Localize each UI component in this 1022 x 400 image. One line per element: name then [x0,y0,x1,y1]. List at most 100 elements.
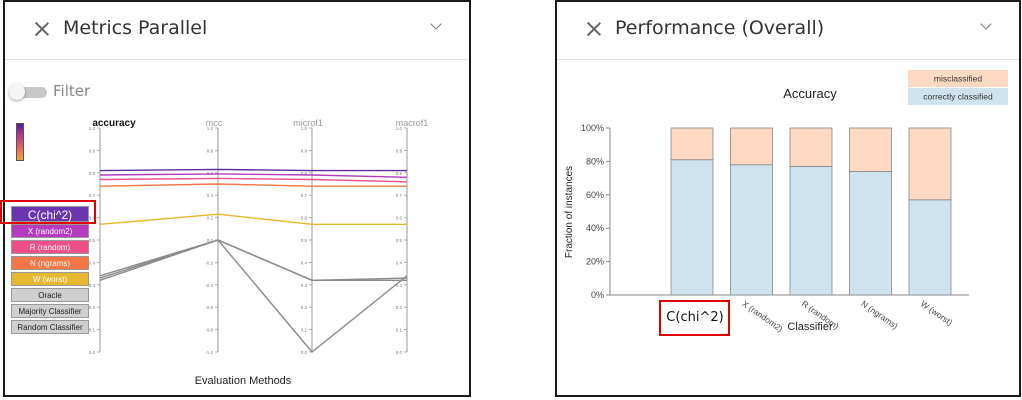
axis-tick-label: 0.0 [89,350,96,355]
x-axis-label: Classifier [787,321,833,333]
axis-tick-label: 0.1 [89,328,96,333]
x-tick-label: N (ngrams) [859,298,900,331]
filter-toggle[interactable] [9,84,47,100]
performance-overall-panel: Performance (Overall) Accuracy misclassif… [555,0,1021,397]
y-tick-label: 40% [586,223,604,233]
axis-tick-label: 1.0 [89,126,96,131]
axis-tick-label: 0.2 [207,216,214,221]
legend-label: correctly classified [923,92,993,102]
bar-segment[interactable] [789,166,833,296]
legend-label: misclassified [934,74,982,84]
axis-tick-label: -0.2 [205,260,213,265]
axis-tick-label: 0.6 [301,216,308,221]
panel-header: Performance (Overall) [557,2,1019,60]
y-tick-label: 80% [586,156,604,166]
x-tick-label: W (worst) [919,298,955,327]
y-tick-label: 100% [581,123,604,133]
legend-item[interactable]: Random Classifier [11,320,89,334]
legend-item[interactable]: C(chi^2) [11,206,89,222]
bar-segment[interactable] [908,127,952,201]
axis-tick-label: 0.6 [89,216,96,221]
accuracy-bar-chart: Accuracy misclassified correctly classifie… [564,70,1008,334]
axis-tick-label: 0.1 [396,328,403,333]
legend-item[interactable]: Majority Classifier [11,304,89,318]
axis-tick-label: 0.4 [207,193,214,198]
metrics-parallel-panel: Metrics Parallel Filter accuracy 1.0 0.9 0.… [3,0,471,397]
series-line[interactable] [99,239,407,281]
legend-swatch [908,70,1008,87]
bar-segment[interactable] [849,127,892,172]
axis-tick-label: -1.0 [205,350,213,355]
axis-label[interactable]: mcc [206,118,223,128]
axis-tick-label: 0.9 [89,148,96,153]
axis-label[interactable]: macrof1 [396,118,429,128]
series-line[interactable] [99,239,408,282]
legend-item[interactable]: R (random) [11,240,89,254]
parallel-coordinates-chart: accuracy1.00.90.80.70.60.50.40.30.20.10.… [89,118,429,387]
classifier-legend: C(chi^2) X (random2) R (random) N (ngrams) W… [11,206,89,336]
y-tick-label: 60% [586,190,604,200]
axis-tick-label: -0.6 [205,305,213,310]
axis-tick-label: 0.8 [396,171,403,176]
axis-tick-label: 0.1 [301,328,308,333]
y-axis-label: Fraction of instances [564,166,575,258]
axis-tick-label: 1.0 [207,126,214,131]
panel-title: Metrics Parallel [63,17,208,39]
bar-segment[interactable] [730,164,773,296]
axis-tick-label: 0.7 [396,193,403,198]
x-tick-label: X (random2) [740,298,785,333]
axis-tick-label: 0.6 [396,216,403,221]
bar-segment[interactable] [789,127,833,167]
axis-tick-label: -0.4 [205,283,213,288]
series-line[interactable] [99,177,408,183]
axis-tick-label: 0.5 [396,238,403,243]
series-line[interactable] [99,183,407,187]
panel-header: Metrics Parallel [5,2,469,60]
bar-segment[interactable] [908,199,952,296]
legend-item[interactable]: X (random2) [11,224,89,238]
axis-tick-label: 0.5 [301,238,308,243]
axis-tick-label: 0.3 [301,283,308,288]
axis-tick-label: 0.7 [89,193,96,198]
axis-tick-label: 0.8 [301,171,308,176]
axis-tick-label: 0.8 [207,148,214,153]
y-tick-label: 0% [591,290,604,300]
axis-tick-label: 0.9 [396,148,403,153]
axis-tick-label: 0.2 [89,305,96,310]
bar-segment[interactable] [670,127,714,161]
legend-item[interactable]: W (worst) [11,272,89,286]
panel-title: Performance (Overall) [615,17,825,39]
axis-tick-label: 0.4 [89,260,96,265]
series-line[interactable] [99,173,408,178]
axis-label[interactable]: microf1 [293,118,323,128]
series-line[interactable] [99,168,407,172]
toggle-track [13,87,47,98]
axis-tick-label: 0.0 [301,350,308,355]
legend-item[interactable]: N (ngrams) [11,256,89,270]
axis-tick-label: 0.9 [301,148,308,153]
series-line[interactable] [99,239,408,353]
axis-label[interactable]: accuracy [92,118,136,129]
axis-tick-label: 1.0 [396,126,403,131]
axis-tick-label: 0.3 [89,283,96,288]
axis-tick-label: 0.3 [396,283,403,288]
bar-segment[interactable] [670,159,714,296]
axis-tick-label: 0.5 [89,238,96,243]
bar-segment[interactable] [730,127,773,166]
axis-tick-label: 1.0 [301,126,308,131]
axis-tick-label: 0.4 [301,260,308,265]
axis-tick-label: 0.7 [301,193,308,198]
toggle-knob [9,84,25,100]
series-line[interactable] [99,213,407,226]
axis-tick-label: -0.8 [205,328,213,333]
filter-label: Filter [53,82,91,100]
color-scale-legend [16,123,24,161]
y-tick-label: 20% [586,257,604,267]
axis-tick-label: 0.0 [396,350,403,355]
highlighted-category-label: C(chi^2) [662,303,728,333]
axis-tick-label: 0.2 [301,305,308,310]
bar-segment[interactable] [849,171,892,296]
axis-tick-label: 0.2 [396,305,403,310]
legend-item[interactable]: Oracle [11,288,89,302]
legend-swatch [908,88,1008,105]
